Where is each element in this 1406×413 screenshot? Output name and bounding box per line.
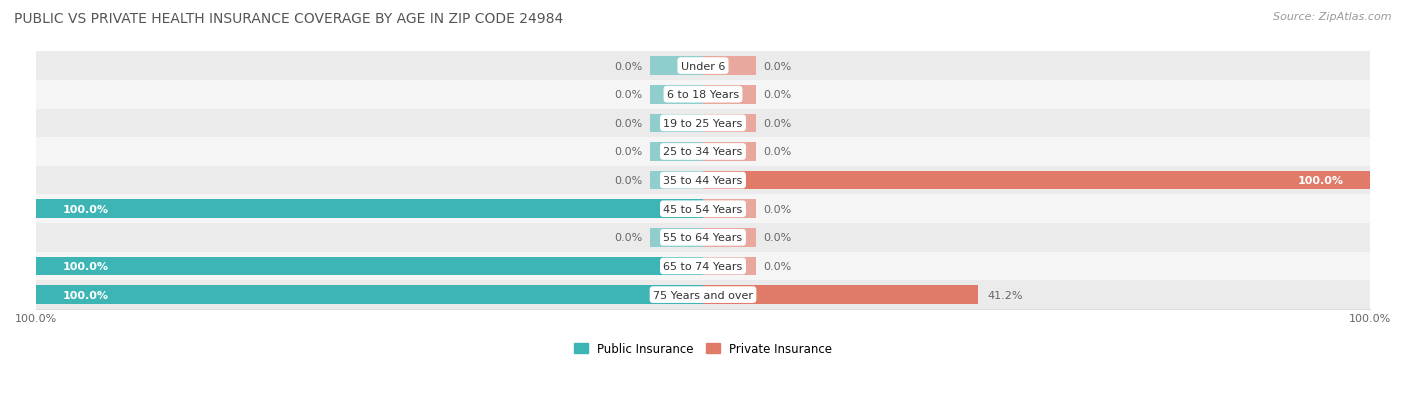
Text: 100.0%: 100.0% [63, 290, 108, 300]
Text: 0.0%: 0.0% [614, 62, 643, 71]
Bar [650, 85, 703, 104]
Text: Source: ZipAtlas.com: Source: ZipAtlas.com [1274, 12, 1392, 22]
Bar [650, 57, 703, 76]
Text: 0.0%: 0.0% [763, 261, 792, 271]
Bar [703, 114, 756, 133]
Bar [37, 109, 1369, 138]
Bar [37, 195, 1369, 223]
Text: 41.2%: 41.2% [988, 290, 1024, 300]
Text: 0.0%: 0.0% [614, 147, 643, 157]
Text: 19 to 25 Years: 19 to 25 Years [664, 119, 742, 128]
Text: 25 to 34 Years: 25 to 34 Years [664, 147, 742, 157]
Text: 100.0%: 100.0% [63, 204, 108, 214]
Bar [703, 143, 756, 161]
Text: 100.0%: 100.0% [1298, 176, 1343, 186]
Bar [37, 252, 1369, 280]
Text: 6 to 18 Years: 6 to 18 Years [666, 90, 740, 100]
Bar [703, 257, 756, 275]
Text: 0.0%: 0.0% [614, 90, 643, 100]
Text: 0.0%: 0.0% [614, 176, 643, 186]
Bar [37, 286, 703, 304]
Text: 0.0%: 0.0% [614, 119, 643, 128]
Bar [703, 286, 977, 304]
Bar [37, 52, 1369, 81]
Text: 0.0%: 0.0% [763, 147, 792, 157]
Text: 75 Years and over: 75 Years and over [652, 290, 754, 300]
Bar [703, 228, 756, 247]
Bar [37, 166, 1369, 195]
Bar [703, 200, 756, 218]
Text: 0.0%: 0.0% [614, 233, 643, 243]
Text: 65 to 74 Years: 65 to 74 Years [664, 261, 742, 271]
Bar [37, 223, 1369, 252]
Text: 0.0%: 0.0% [763, 233, 792, 243]
Text: 45 to 54 Years: 45 to 54 Years [664, 204, 742, 214]
Bar [650, 228, 703, 247]
Text: 0.0%: 0.0% [763, 119, 792, 128]
Legend: Public Insurance, Private Insurance: Public Insurance, Private Insurance [569, 337, 837, 360]
Bar [703, 85, 756, 104]
Bar [37, 280, 1369, 309]
Text: 35 to 44 Years: 35 to 44 Years [664, 176, 742, 186]
Bar [650, 171, 703, 190]
Text: 100.0%: 100.0% [63, 261, 108, 271]
Text: 55 to 64 Years: 55 to 64 Years [664, 233, 742, 243]
Bar [703, 57, 756, 76]
Text: 0.0%: 0.0% [763, 90, 792, 100]
Bar [37, 138, 1369, 166]
Bar [37, 200, 703, 218]
Bar [37, 81, 1369, 109]
Bar [650, 114, 703, 133]
Bar [37, 257, 703, 275]
Text: 0.0%: 0.0% [763, 62, 792, 71]
Text: Under 6: Under 6 [681, 62, 725, 71]
Text: 0.0%: 0.0% [763, 204, 792, 214]
Bar [650, 143, 703, 161]
Text: PUBLIC VS PRIVATE HEALTH INSURANCE COVERAGE BY AGE IN ZIP CODE 24984: PUBLIC VS PRIVATE HEALTH INSURANCE COVER… [14, 12, 564, 26]
Bar [703, 171, 1369, 190]
